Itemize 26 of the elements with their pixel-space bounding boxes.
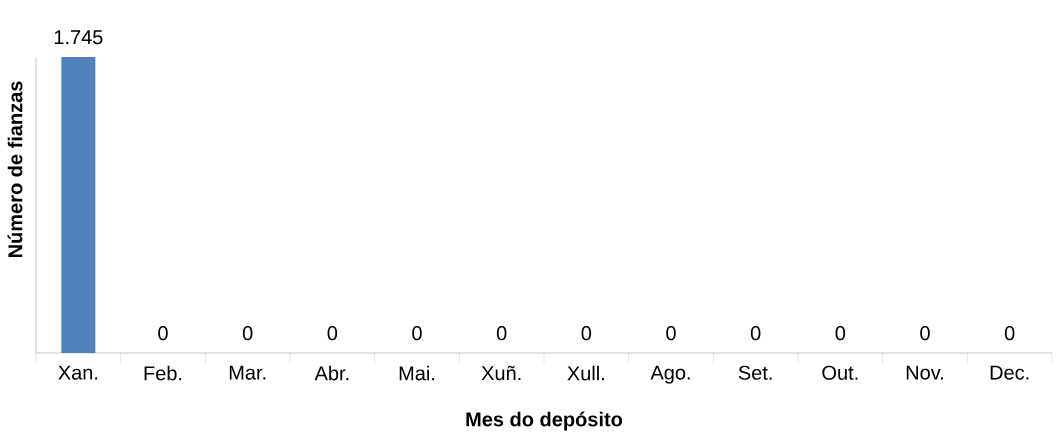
data-label: 0 [920, 326, 930, 341]
x-axis-title: Mes do depósito [466, 411, 623, 431]
x-tick-label: Nov. [906, 365, 943, 380]
y-axis-title: Número de fianzas [7, 81, 23, 258]
data-label: 0 [750, 326, 761, 341]
data-label: 0 [666, 326, 676, 341]
x-tick-label: Out. [822, 365, 858, 380]
data-label: 0 [158, 326, 168, 341]
data-label: 0 [412, 326, 422, 341]
x-tick-label: Set. [738, 365, 772, 380]
data-label: 0 [242, 326, 253, 341]
x-tick-label: Xull. [567, 365, 604, 381]
x-tick-label: Xan. [58, 365, 98, 380]
data-label: 0 [1004, 326, 1015, 341]
data-label: 0 [496, 326, 507, 341]
data-label: 1.745 [54, 30, 103, 45]
data-label: 0 [835, 326, 846, 341]
x-tick-label: Dec. [990, 365, 1029, 380]
x-tick-label: Mar. [229, 365, 266, 380]
x-tick-label: Ago. [650, 365, 690, 384]
x-tick-label: Feb. [144, 365, 182, 381]
data-label: 0 [327, 326, 338, 341]
x-tick-label: Xuñ. [481, 365, 521, 381]
x-tick-label: Mai. [399, 365, 435, 381]
x-tick-label: Abr. [314, 365, 349, 381]
data-label: 0 [581, 326, 592, 341]
